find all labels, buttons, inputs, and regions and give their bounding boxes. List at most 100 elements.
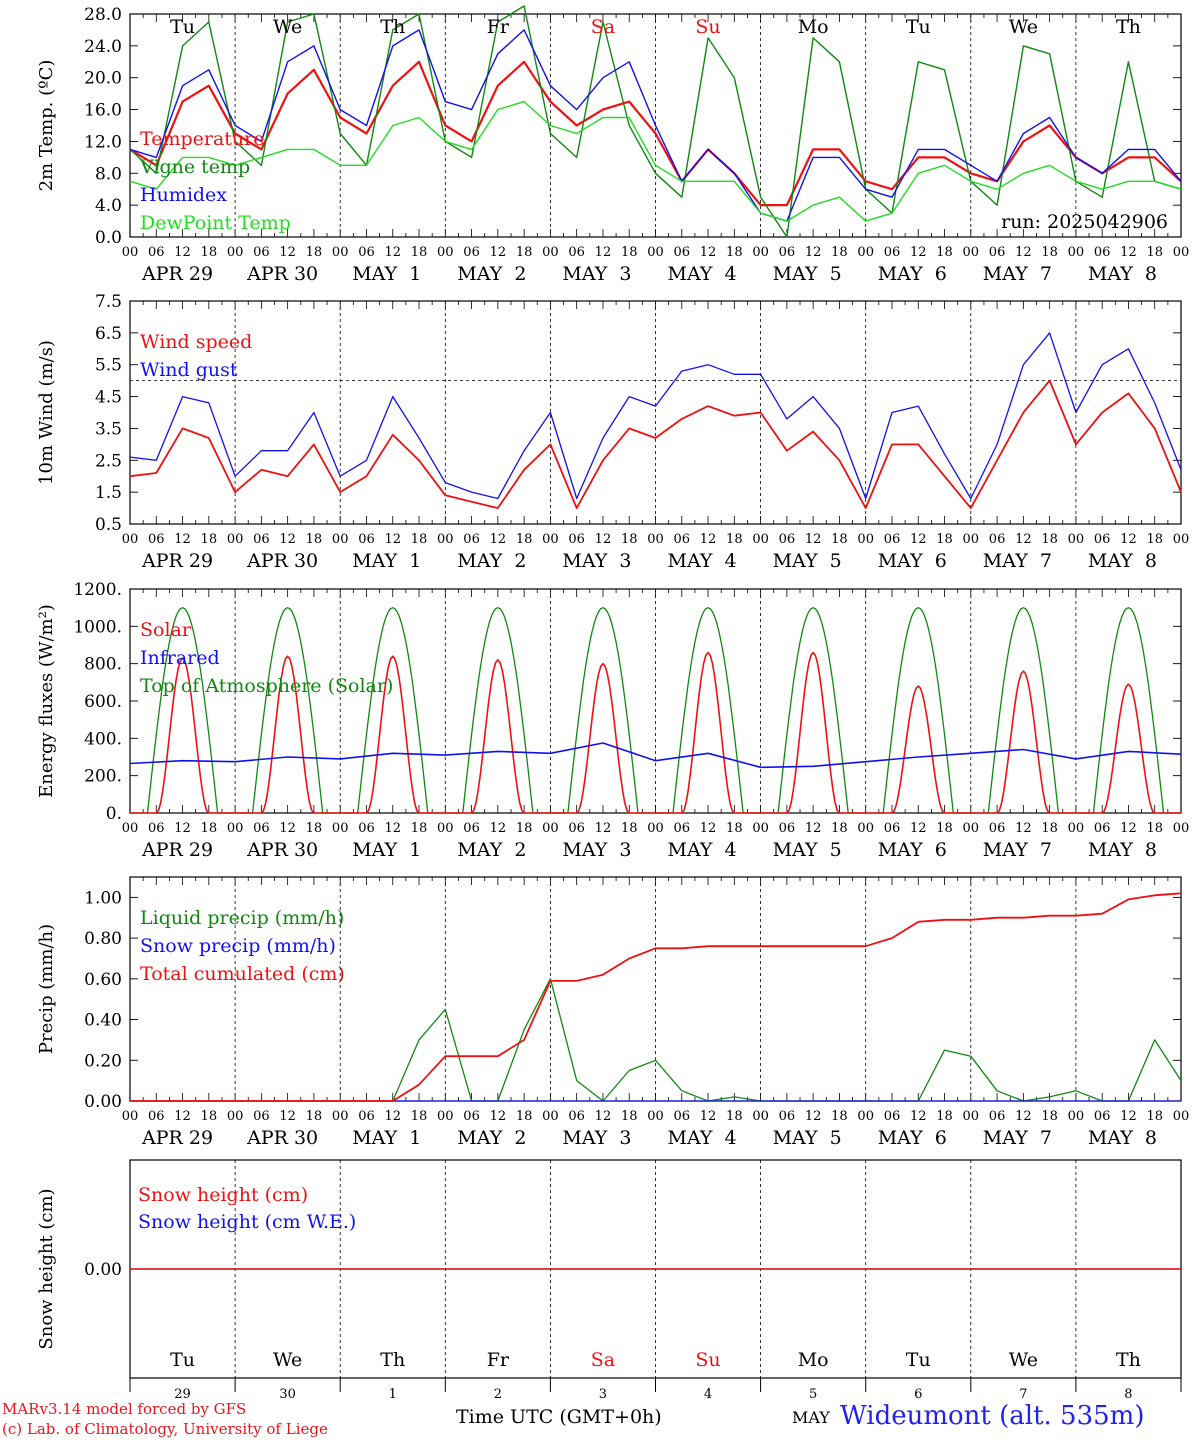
hour-tick-label: 18 — [306, 821, 323, 836]
series-humidex — [129, 29, 1182, 222]
day-number-label: 30 — [279, 1387, 296, 1402]
hour-tick-label: 06 — [568, 532, 585, 547]
date-label: MAY 7 — [983, 550, 1052, 572]
hour-tick-label: 06 — [989, 821, 1006, 836]
hour-tick-label: 18 — [726, 821, 743, 836]
hour-tick-label: 00 — [857, 1109, 874, 1124]
day-name-label: Su — [695, 1349, 720, 1371]
date-label: MAY 4 — [668, 839, 737, 861]
wind-tick-label: 4.5 — [95, 388, 122, 408]
date-label: APR 30 — [246, 263, 318, 285]
series-solar — [130, 651, 1181, 814]
hour-tick-label: 12 — [490, 245, 507, 260]
hour-tick-label: 06 — [253, 245, 270, 260]
station-name: Wideumont (alt. 535m) — [840, 1401, 1145, 1431]
hour-tick-label: 06 — [463, 821, 480, 836]
legend-snow-height-cm-w-e-: Snow height (cm W.E.) — [138, 1211, 356, 1233]
date-label: MAY 1 — [352, 550, 421, 572]
series-vigne-temp — [129, 5, 1182, 238]
hour-tick-label: 06 — [779, 821, 796, 836]
hour-tick-label: 12 — [910, 245, 927, 260]
wind-tick-label: 5.5 — [95, 356, 122, 376]
hour-tick-label: 00 — [1068, 532, 1085, 547]
day-name-label: Th — [380, 16, 405, 38]
hour-tick-label: 18 — [726, 532, 743, 547]
hour-tick-label: 06 — [253, 532, 270, 547]
temp-tick-label: 28.0 — [84, 5, 122, 25]
hour-tick-label: 12 — [1120, 245, 1137, 260]
hour-tick-label: 12 — [595, 1109, 612, 1124]
hour-tick-label: 18 — [516, 821, 533, 836]
legend-liquid-precip-mm-h-: Liquid precip (mm/h) — [140, 907, 344, 929]
hour-tick-label: 18 — [831, 1109, 848, 1124]
hour-tick-label: 12 — [1015, 532, 1032, 547]
hour-tick-label: 00 — [332, 1109, 349, 1124]
hour-tick-label: 18 — [621, 532, 638, 547]
day-number-label: 7 — [1019, 1387, 1027, 1402]
hour-tick-label: 18 — [936, 821, 953, 836]
hour-tick-label: 18 — [1041, 1109, 1058, 1124]
hour-tick-label: 06 — [1094, 821, 1111, 836]
series-temperature — [129, 60, 1182, 207]
hour-tick-label: 06 — [884, 1109, 901, 1124]
hour-tick-label: 18 — [936, 1109, 953, 1124]
series-wind-gust — [129, 332, 1182, 500]
date-label: MAY 5 — [773, 263, 842, 285]
hour-tick-label: 18 — [516, 1109, 533, 1124]
hour-tick-label: 18 — [1146, 821, 1163, 836]
hour-tick-label: 00 — [542, 821, 559, 836]
series-wind-speed — [129, 379, 1182, 510]
hour-tick-label: 00 — [437, 1109, 454, 1124]
hour-tick-label: 00 — [227, 245, 244, 260]
legend-snow-precip-mm-h-: Snow precip (mm/h) — [140, 935, 336, 957]
date-label: APR 30 — [246, 550, 318, 572]
hour-tick-label: 06 — [148, 821, 165, 836]
hour-tick-label: 06 — [674, 821, 691, 836]
date-label: MAY 4 — [668, 1127, 737, 1149]
wind-tick-label: 1.5 — [95, 483, 122, 503]
hour-tick-label: 00 — [227, 821, 244, 836]
hour-tick-label: 18 — [831, 821, 848, 836]
hour-tick-label: 06 — [989, 245, 1006, 260]
legend-solar: Solar — [140, 619, 192, 641]
hour-tick-label: 00 — [332, 821, 349, 836]
hour-tick-label: 00 — [752, 821, 769, 836]
date-label: MAY 7 — [983, 1127, 1052, 1149]
hour-tick-label: 00 — [1173, 1109, 1190, 1124]
hour-tick-label: 12 — [910, 821, 927, 836]
hour-tick-label: 00 — [647, 245, 664, 260]
hour-tick-label: 00 — [122, 821, 139, 836]
day-number-label: 2 — [494, 1387, 502, 1402]
hour-tick-label: 18 — [831, 532, 848, 547]
hour-tick-label: 12 — [595, 532, 612, 547]
hour-tick-label: 12 — [174, 245, 191, 260]
hour-tick-label: 18 — [621, 245, 638, 260]
date-label: MAY 8 — [1088, 1127, 1157, 1149]
hour-tick-label: 00 — [437, 245, 454, 260]
hour-tick-label: 18 — [621, 821, 638, 836]
hour-tick-label: 12 — [700, 532, 717, 547]
hour-tick-label: 00 — [542, 532, 559, 547]
hour-tick-label: 12 — [700, 245, 717, 260]
hour-tick-label: 12 — [279, 532, 296, 547]
snow-tick-label: 0.00 — [84, 1260, 122, 1280]
hour-tick-label: 06 — [253, 821, 270, 836]
precip-tick-label: 0.60 — [84, 970, 122, 990]
date-label: MAY 6 — [878, 839, 947, 861]
day-name-label: Fr — [487, 1349, 510, 1371]
date-label: MAY 6 — [878, 263, 947, 285]
hour-tick-label: 06 — [358, 532, 375, 547]
hour-tick-label: 00 — [752, 532, 769, 547]
day-name-label: Fr — [487, 16, 510, 38]
hour-tick-label: 00 — [1173, 821, 1190, 836]
hour-tick-label: 00 — [122, 532, 139, 547]
hour-tick-label: 00 — [963, 821, 980, 836]
hour-tick-label: 06 — [148, 532, 165, 547]
date-label: APR 29 — [141, 263, 213, 285]
hour-tick-label: 06 — [463, 532, 480, 547]
hour-tick-label: 18 — [306, 1109, 323, 1124]
date-label: MAY 8 — [1088, 550, 1157, 572]
hour-tick-label: 18 — [936, 532, 953, 547]
date-label: MAY 4 — [668, 263, 737, 285]
